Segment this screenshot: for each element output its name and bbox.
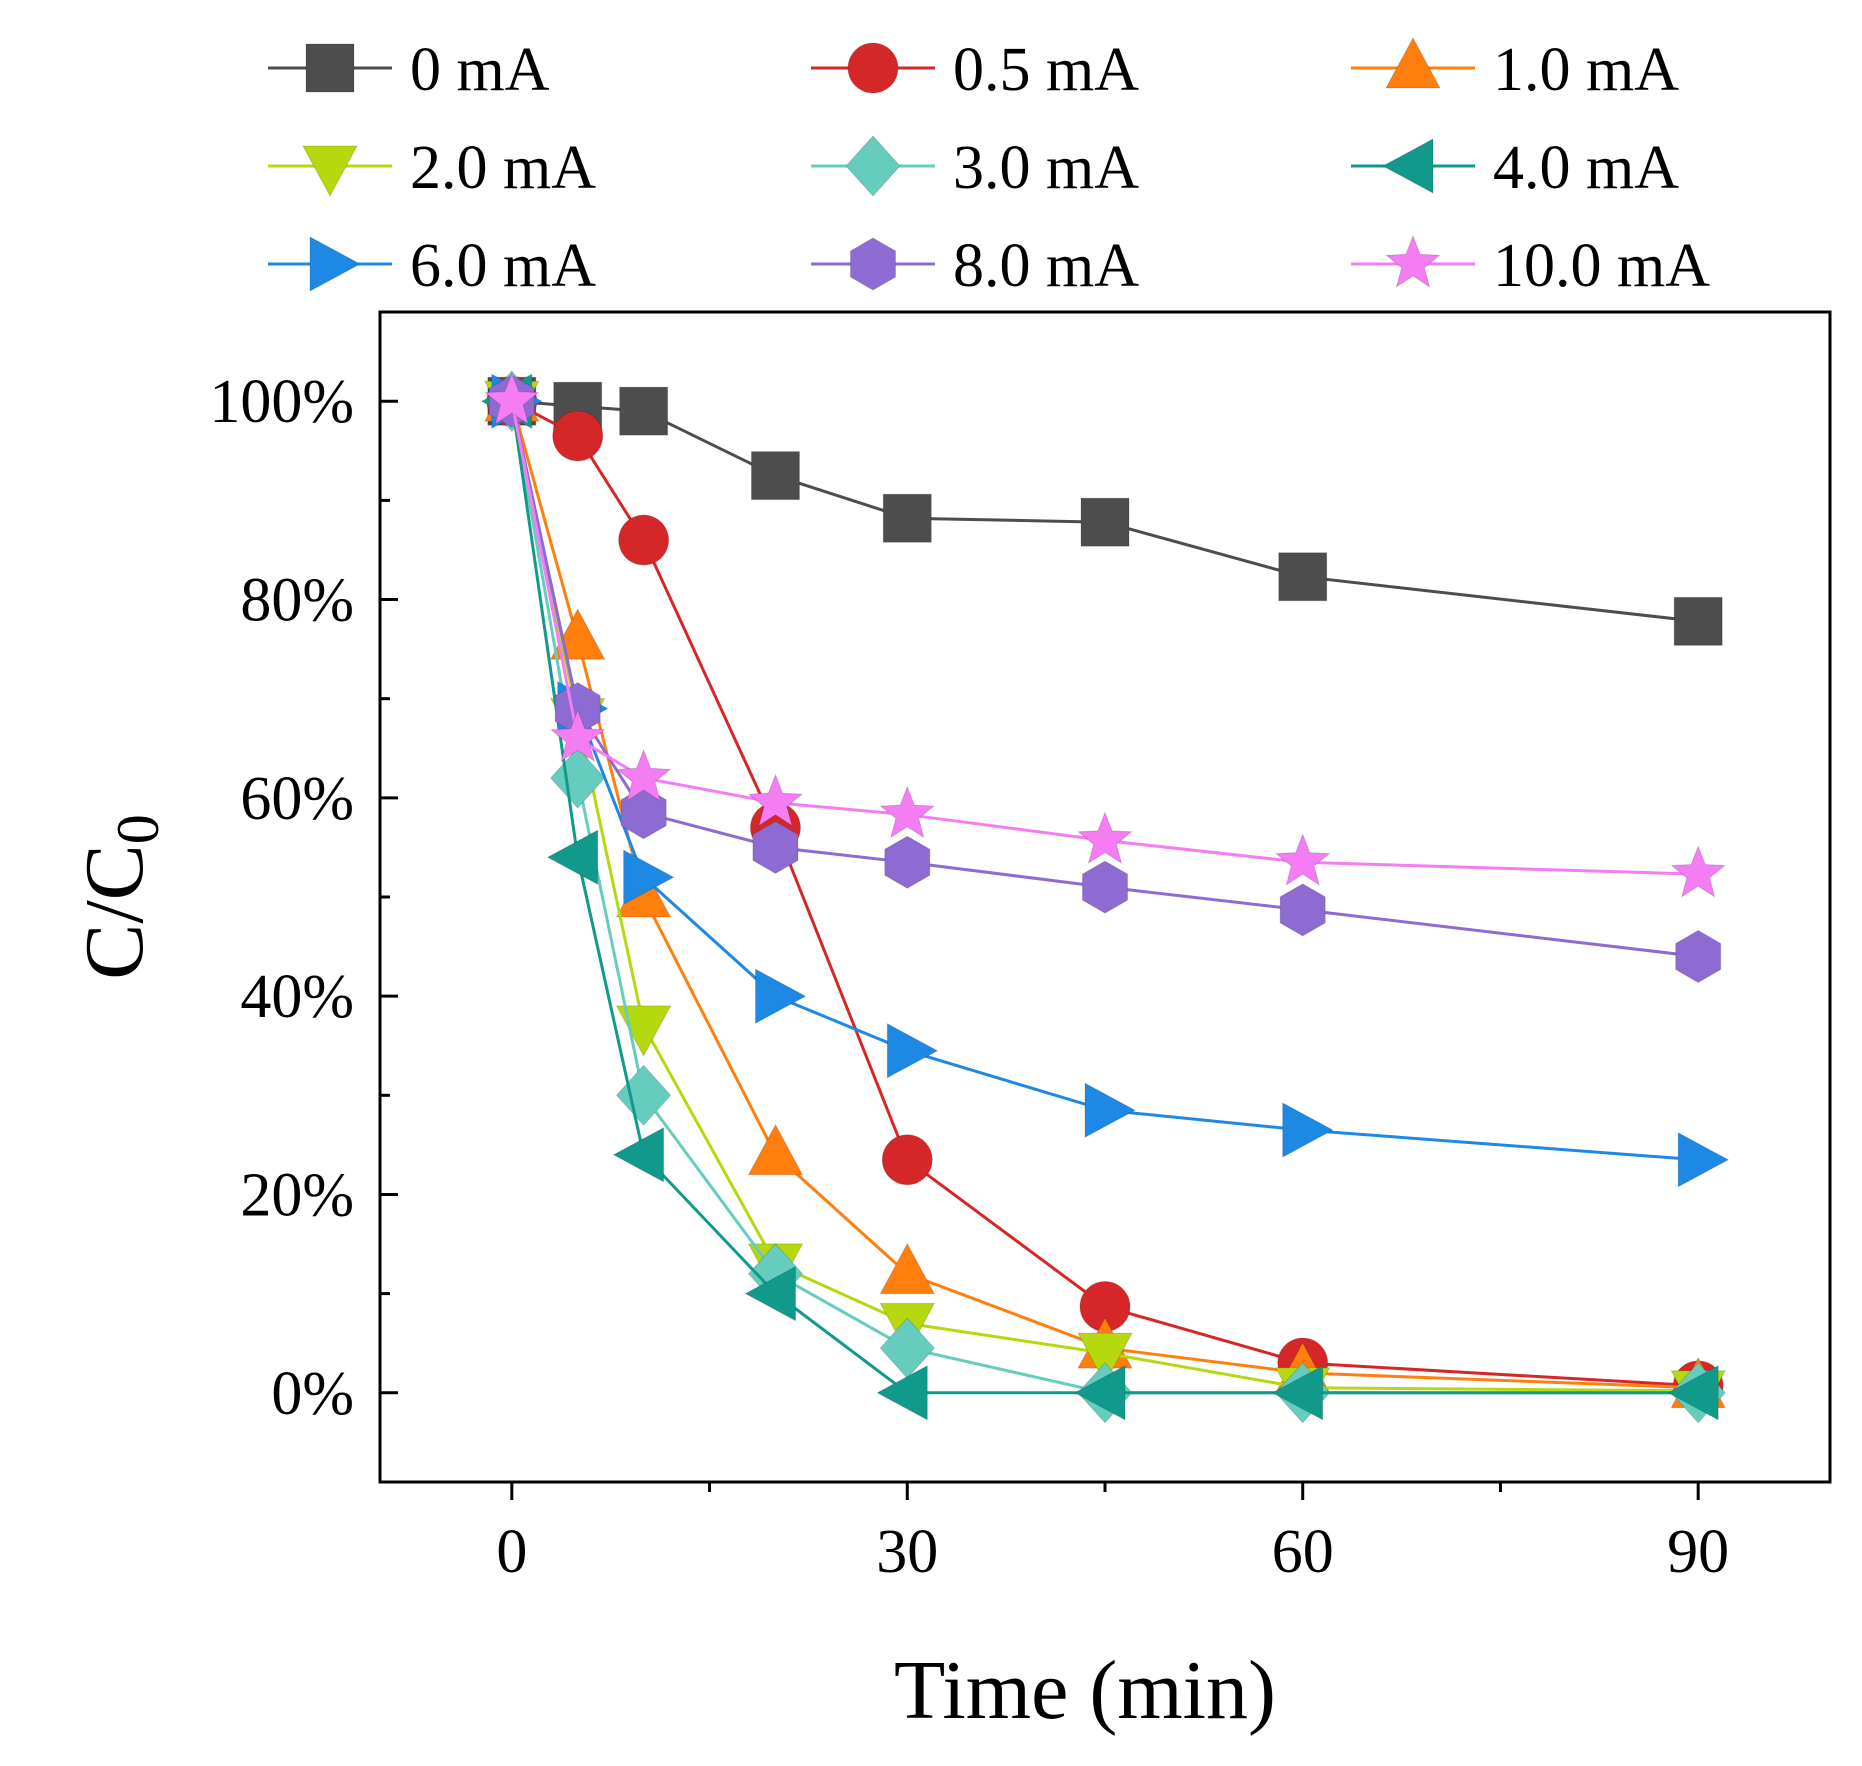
legend-marker: [845, 135, 901, 197]
data-point: [881, 1134, 933, 1186]
data-point: [612, 1126, 665, 1183]
y-tick-label: 0%: [271, 1360, 354, 1428]
series-line: [510, 400, 1699, 1390]
y-axis-title-base: C/C: [68, 844, 161, 979]
data-point: [1279, 883, 1326, 937]
series-8-0-ma: [488, 374, 1722, 984]
legend-label: 3.0 mA: [953, 134, 1139, 202]
data-point: [1677, 1131, 1730, 1188]
x-tick-label: 60: [1272, 1518, 1334, 1586]
data-point: [619, 386, 669, 436]
legend-marker: [302, 145, 358, 198]
data-point: [752, 820, 799, 874]
x-axis-title: Time (min): [894, 1644, 1276, 1737]
legend-label: 4.0 mA: [1493, 134, 1679, 202]
legend-marker: [309, 236, 362, 292]
data-point: [1667, 1364, 1719, 1421]
data-point: [552, 410, 604, 462]
y-tick-label: 20%: [240, 1161, 354, 1229]
y-tick-label: 80%: [240, 567, 354, 635]
legend-label: 0.5 mA: [953, 36, 1139, 104]
legend-entry-1-0-ma: 1.0 mA: [1351, 36, 1679, 104]
legend-marker: [850, 237, 896, 291]
data-point: [1278, 552, 1328, 602]
data-point: [1675, 929, 1722, 984]
series-10-0-ma: [483, 371, 1727, 898]
data-point: [549, 709, 606, 763]
data-point: [882, 493, 932, 543]
data-point: [1077, 1332, 1133, 1385]
y-axis-title-subscript: 0: [105, 814, 171, 844]
data-point: [1670, 844, 1727, 898]
data-point: [876, 1364, 928, 1421]
legend-label: 10.0 mA: [1493, 232, 1710, 300]
data-point: [879, 1242, 936, 1295]
data-point: [615, 1064, 672, 1127]
legend-entry-0-ma: 0 mA: [268, 36, 550, 104]
legend-entry-3-0-ma: 3.0 mA: [811, 134, 1139, 202]
data-point: [620, 786, 667, 840]
data-point: [1271, 1364, 1324, 1421]
legend-marker: [1385, 234, 1441, 288]
data-point: [483, 371, 540, 426]
legend-label: 0 mA: [410, 36, 550, 104]
x-tick-label: 90: [1667, 1518, 1729, 1586]
data-point: [750, 451, 800, 501]
x-tick-label: 0: [496, 1518, 527, 1586]
legend-entry-4-0-ma: 4.0 mA: [1351, 134, 1679, 202]
data-point: [884, 835, 931, 889]
legend-marker: [305, 43, 355, 93]
series-layer: [480, 370, 1730, 1424]
data-point: [747, 773, 804, 827]
data-point: [1082, 860, 1128, 914]
data-point: [755, 968, 807, 1025]
data-point: [618, 514, 670, 566]
legend-entry-2-0-ma: 2.0 mA: [268, 134, 596, 202]
data-point: [1084, 1082, 1137, 1139]
legend-label: 8.0 mA: [953, 232, 1139, 300]
legend-entry-10-0-ma: 10.0 mA: [1351, 232, 1710, 300]
data-point: [747, 1123, 804, 1176]
legend: 0 mA 0.5 mA 1.0 mA 2.0 mA 3.0 mA 4.0 mA 6.0 mA…: [268, 36, 1710, 300]
y-tick-label: 40%: [240, 963, 354, 1031]
y-axis-title: C/C0: [68, 814, 171, 979]
series-6-0-ma: [491, 373, 1730, 1188]
legend-marker: [847, 42, 899, 94]
data-point: [1673, 596, 1723, 646]
data-point: [1073, 1364, 1126, 1421]
data-point: [1282, 1102, 1334, 1158]
legend-label: 2.0 mA: [410, 134, 596, 202]
data-point: [1274, 832, 1331, 887]
y-tick-label: 100%: [209, 368, 354, 436]
data-point: [615, 748, 672, 802]
legend-label: 1.0 mA: [1493, 36, 1679, 104]
legend-marker: [1385, 36, 1441, 89]
legend-marker: [1381, 138, 1434, 194]
y-tick-label: 60%: [240, 765, 354, 833]
legend-label: 6.0 mA: [410, 232, 596, 300]
legend-entry-6-0-ma: 6.0 mA: [268, 232, 596, 300]
legend-entry-0-5-ma: 0.5 mA: [811, 36, 1139, 104]
data-point: [546, 829, 599, 886]
data-point: [744, 1265, 796, 1322]
data-point: [1080, 497, 1130, 547]
data-point: [879, 785, 936, 839]
data-point: [1077, 811, 1133, 865]
axis-ticks: 0% 20% 40% 60% 80% 100% 0 30 60 90: [209, 368, 1729, 1586]
data-point: [615, 1005, 672, 1057]
legend-entry-8-0-ma: 8.0 mA: [811, 232, 1139, 300]
data-point: [886, 1022, 939, 1079]
series-line: [510, 400, 1699, 1395]
x-tick-label: 30: [876, 1518, 938, 1586]
data-point: [623, 849, 675, 906]
